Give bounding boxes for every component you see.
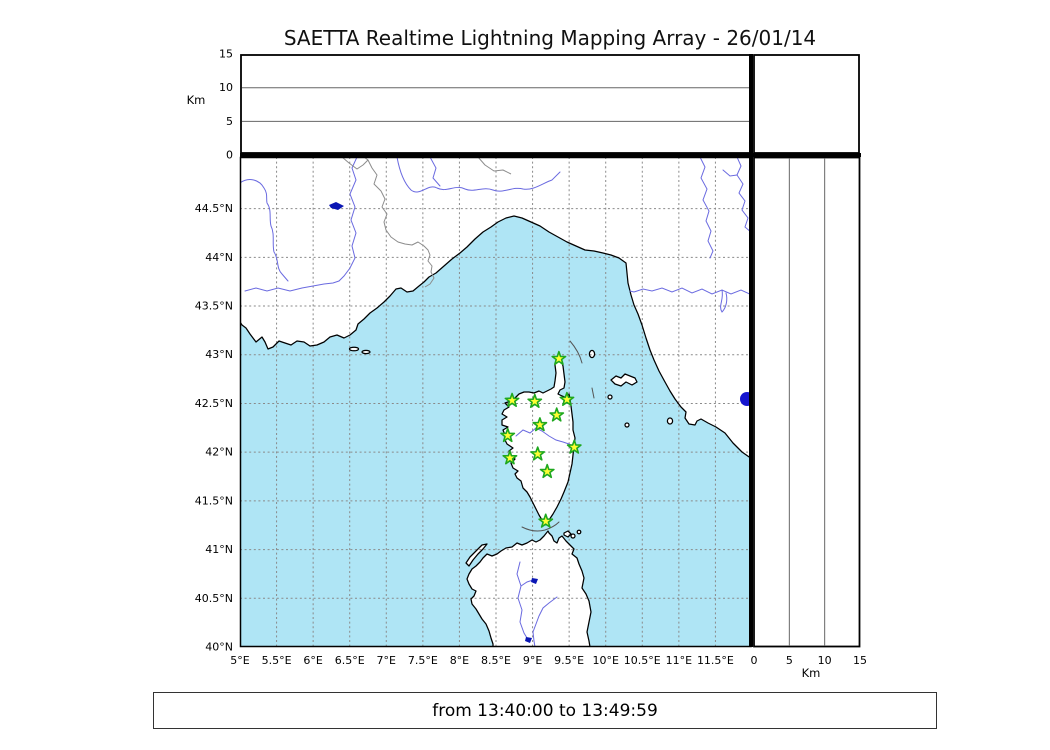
lat-tick-label: 42°N [205,446,233,459]
station-star-marker [539,463,555,479]
lon-tick-label: 10°E [592,654,618,667]
station-star-marker [566,439,582,454]
station-star-marker [504,392,520,408]
lon-tick-label: 6°E [303,654,322,667]
lon-tick-label: 9°E [523,654,542,667]
lma-stations [500,350,582,528]
lon-tick-label: 8.5°E [481,654,511,667]
lon-tick-label: 11.5°E [697,654,734,667]
station-star-marker [551,350,567,366]
altitude-latitude-panel [753,156,861,648]
altitude-longitude-panel [240,54,751,154]
page-title: SAETTA Realtime Lightning Mapping Array … [283,26,817,50]
panel-divider-vertical [749,54,753,647]
altitude-tick-label: 0 [226,149,233,162]
altitude-tick-label: 15 [219,48,233,61]
lake-sardinia [525,637,532,643]
station-star-marker [530,446,546,461]
lon-tick-label: 5°E [230,654,249,667]
distance-tick-label: 5 [786,654,793,667]
lat-tick-label: 40°N [205,641,233,654]
station-star-marker [527,393,543,409]
altitude-tick-label: 10 [219,81,233,94]
lon-tick-label: 5.5°E [262,654,292,667]
station-star-marker [502,450,518,465]
station-star-marker [559,391,575,407]
lat-tick-label: 43°N [205,348,233,361]
distance-tick-label: 10 [818,654,832,667]
panel-divider-horizontal [240,153,861,157]
time-window-text: from 13:40:00 to 13:49:59 [432,700,658,721]
map-panel [240,157,752,647]
lon-tick-label: 7.5°E [408,654,438,667]
lat-tick-label: 41°N [205,543,233,556]
lat-tick-label: 42.5°N [195,397,233,410]
lon-tick-label: 10.5°E [624,654,661,667]
rivers [240,157,752,647]
lat-tick-label: 44.5°N [195,202,233,215]
lake-coghinas [531,578,538,584]
lat-tick-label: 41.5°N [195,494,233,507]
country-borders [341,157,512,288]
lat-tick-label: 44°N [205,251,233,264]
lake-serre-poncon [329,202,344,210]
map-annotations [521,340,595,532]
lon-tick-label: 9.5°E [554,654,584,667]
station-star-marker [500,427,516,443]
distance-tick-label: 0 [751,654,758,667]
lon-tick-label: 11°E [666,654,692,667]
station-star-marker [532,417,548,432]
lat-tick-label: 40.5°N [195,592,233,605]
station-star-marker [538,513,554,528]
lon-tick-label: 8°E [450,654,469,667]
altitude-tick-label: 5 [226,115,233,128]
lat-tick-label: 43.5°N [195,300,233,313]
altitude-axis-label: Km [187,93,206,107]
lon-tick-label: 7°E [377,654,396,667]
lon-tick-label: 6.5°E [335,654,365,667]
distance-tick-label: 15 [853,654,867,667]
status-bar: from 13:40:00 to 13:49:59 [153,692,937,729]
station-star-marker [549,407,565,422]
corner-box [753,54,860,154]
distance-axis-label: Km [802,666,821,680]
